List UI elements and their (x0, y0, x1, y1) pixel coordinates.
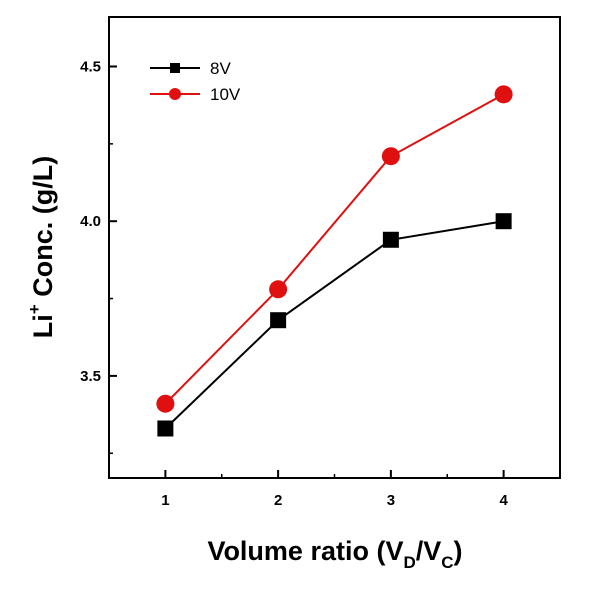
x-tick-label-1: 1 (161, 492, 169, 509)
y-tick-label-3.5: 3.5 (80, 368, 101, 385)
x-axis-label: Volume ratio (VD/VC) (207, 536, 462, 572)
x-tick-label-2: 2 (274, 492, 282, 509)
series-line-10v (164, 93, 505, 405)
data-point-8v (157, 420, 174, 437)
y-axis-ticks: 3.5 4.0 4.5 (80, 59, 117, 454)
data-point-10v (494, 85, 513, 104)
series-layer (156, 85, 513, 437)
legend-marker-10v (169, 88, 181, 100)
x-tick-label-3: 3 (387, 492, 395, 509)
data-point-8v (495, 213, 512, 230)
y-tick-label-4.0: 4.0 (80, 213, 101, 230)
data-point-8v (382, 231, 399, 248)
legend-label-8v: 8V (210, 59, 231, 78)
data-point-10v (269, 280, 288, 299)
series-line-8v (164, 220, 504, 430)
legend: 8V 10V (150, 59, 241, 104)
data-point-10v (381, 147, 400, 166)
y-axis-label: Li+ Conc. (g/L) (25, 156, 58, 338)
legend-marker-8v (170, 63, 180, 73)
data-point-10v (156, 394, 175, 413)
x-tick-label-4: 4 (499, 492, 508, 509)
y-tick-label-4.5: 4.5 (80, 59, 101, 76)
data-point-8v (270, 312, 287, 329)
x-axis-ticks: 1 2 3 4 (161, 470, 508, 509)
legend-label-10v: 10V (210, 85, 241, 104)
plot-frame (108, 16, 561, 479)
